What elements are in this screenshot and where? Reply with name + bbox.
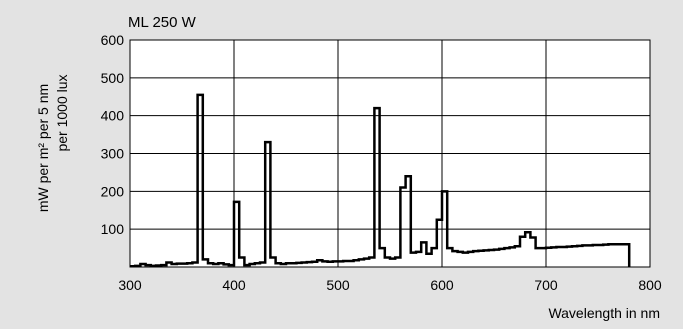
y-tick-label: 200 — [101, 183, 125, 199]
y-tick-label: 500 — [101, 70, 125, 86]
x-tick-label: 300 — [118, 277, 142, 293]
y-tick-label: 400 — [101, 108, 125, 124]
chart-title: ML 250 W — [128, 14, 197, 31]
y-axis-label-line2: per 1000 lux — [54, 74, 70, 151]
y-axis-label-line1: mW per m² per 5 nm — [35, 84, 51, 212]
y-tick-label: 300 — [101, 146, 125, 162]
x-tick-label: 800 — [638, 277, 662, 293]
x-tick-label: 400 — [222, 277, 246, 293]
y-tick-label: 600 — [101, 32, 125, 48]
y-tick-labels: 100 200 300 400 500 600 — [101, 32, 125, 237]
x-tick-label: 500 — [326, 277, 350, 293]
series-line-spectrum — [130, 93, 631, 268]
x-tick-label: 700 — [534, 277, 558, 293]
x-tick-labels: 300 400 500 600 700 800 — [118, 277, 662, 293]
y-tick-label: 100 — [101, 221, 125, 237]
x-axis-label: Wavelength in nm — [548, 305, 660, 321]
x-tick-label: 600 — [430, 277, 454, 293]
